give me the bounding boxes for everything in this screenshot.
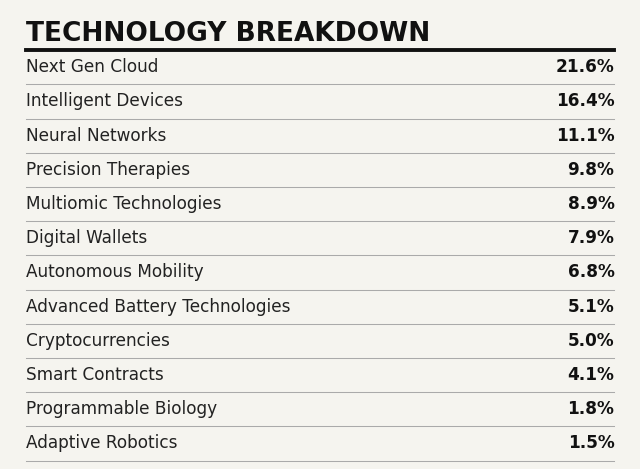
Text: 16.4%: 16.4% (556, 92, 614, 111)
Text: Autonomous Mobility: Autonomous Mobility (26, 264, 204, 281)
Text: Advanced Battery Technologies: Advanced Battery Technologies (26, 298, 290, 316)
Text: 6.8%: 6.8% (568, 264, 614, 281)
Text: 8.9%: 8.9% (568, 195, 614, 213)
Text: TECHNOLOGY BREAKDOWN: TECHNOLOGY BREAKDOWN (26, 21, 430, 47)
Text: 5.1%: 5.1% (568, 298, 614, 316)
Text: Precision Therapies: Precision Therapies (26, 161, 189, 179)
Text: 1.5%: 1.5% (568, 434, 614, 453)
Text: Neural Networks: Neural Networks (26, 127, 166, 144)
Text: 4.1%: 4.1% (568, 366, 614, 384)
Text: 5.0%: 5.0% (568, 332, 614, 350)
Text: Smart Contracts: Smart Contracts (26, 366, 163, 384)
Text: 9.8%: 9.8% (568, 161, 614, 179)
Text: 11.1%: 11.1% (556, 127, 614, 144)
Text: Cryptocurrencies: Cryptocurrencies (26, 332, 170, 350)
Text: Intelligent Devices: Intelligent Devices (26, 92, 182, 111)
Text: Digital Wallets: Digital Wallets (26, 229, 147, 247)
Text: Adaptive Robotics: Adaptive Robotics (26, 434, 177, 453)
Text: Next Gen Cloud: Next Gen Cloud (26, 58, 158, 76)
Text: 21.6%: 21.6% (556, 58, 614, 76)
Text: 7.9%: 7.9% (568, 229, 614, 247)
Text: Programmable Biology: Programmable Biology (26, 400, 217, 418)
Text: Multiomic Technologies: Multiomic Technologies (26, 195, 221, 213)
Text: 1.8%: 1.8% (568, 400, 614, 418)
